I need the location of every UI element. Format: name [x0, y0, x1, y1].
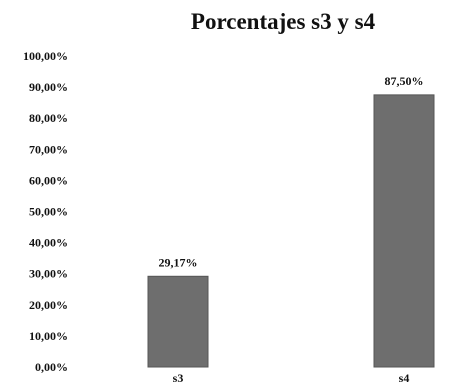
chart-title: Porcentajes s3 y s4: [191, 9, 376, 34]
y-tick-label: 30,00%: [29, 267, 68, 281]
y-tick-label: 80,00%: [29, 111, 68, 125]
y-tick-label: 60,00%: [29, 173, 68, 187]
y-tick-label: 100,00%: [23, 49, 68, 63]
bar-value-label: 29,17%: [159, 255, 198, 269]
x-tick-label: s4: [399, 371, 410, 385]
x-axis-tick-labels: s3 s4: [173, 371, 410, 385]
y-tick-label: 10,00%: [29, 329, 68, 343]
y-axis-tick-labels: 0,00% 10,00% 20,00% 30,00% 40,00% 50,00% 60,00…: [23, 49, 68, 374]
bar-series: [147, 94, 435, 368]
y-tick-label: 70,00%: [29, 142, 68, 156]
bar-s3: [147, 275, 209, 368]
x-tick-label: s3: [173, 371, 184, 385]
bar-value-labels: 29,17% 87,50%: [159, 74, 424, 269]
y-tick-label: 40,00%: [29, 236, 68, 250]
bar-value-label: 87,50%: [385, 74, 424, 88]
y-tick-label: 20,00%: [29, 298, 68, 312]
y-tick-label: 50,00%: [29, 205, 68, 219]
y-tick-label: 90,00%: [29, 80, 68, 94]
y-tick-label: 0,00%: [35, 360, 68, 374]
bar-s4: [373, 94, 435, 368]
